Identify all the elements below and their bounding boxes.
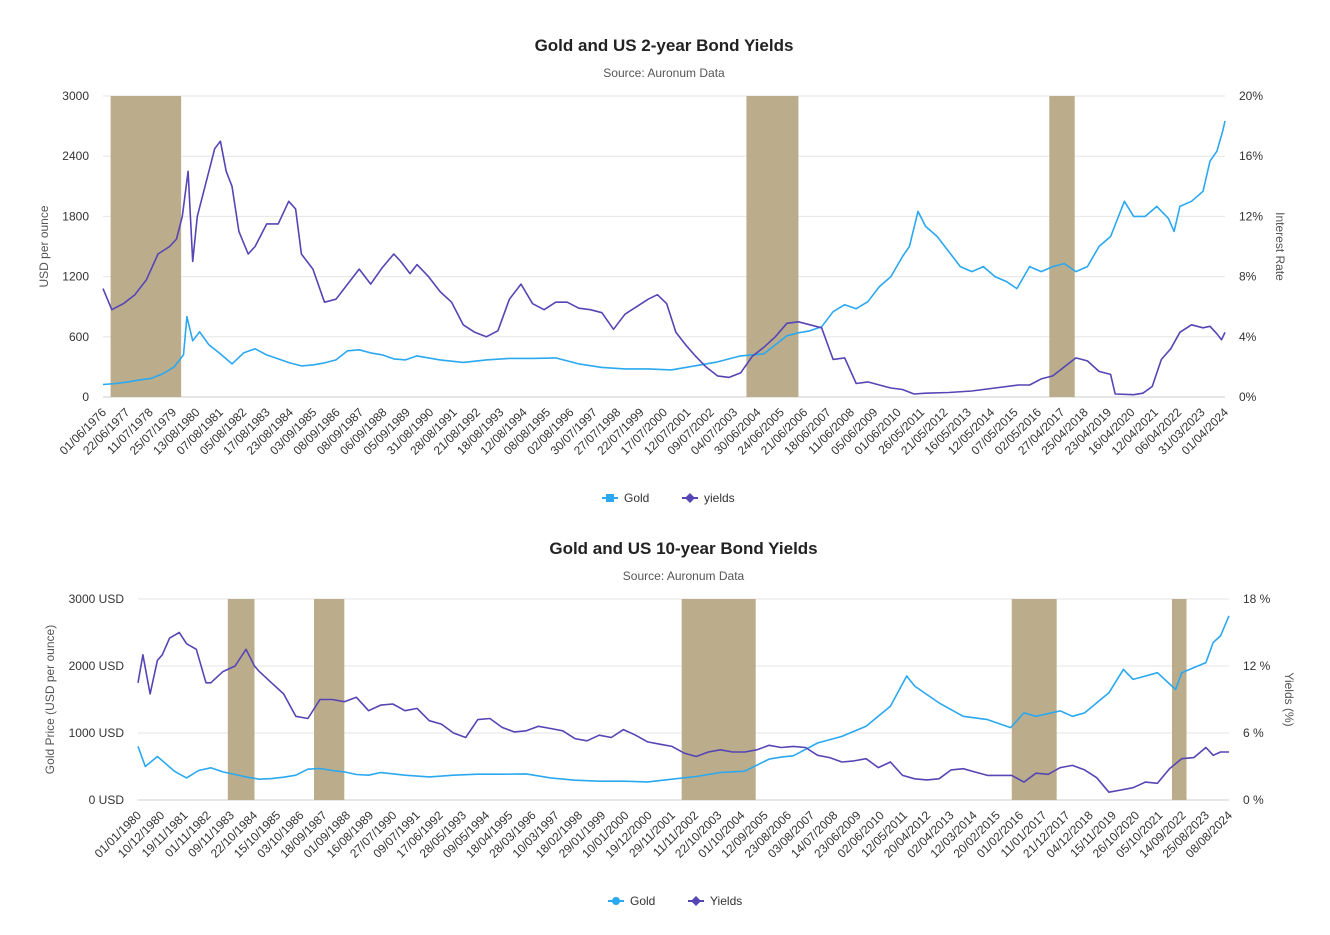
y2-tick-label: 4%: [1239, 330, 1257, 344]
chart-subtitle: Source: Auronum Data: [603, 66, 725, 80]
y2-tick-label: 8%: [1239, 270, 1257, 284]
chart-1: Gold and US 2-year Bond Yields Source: Au…: [37, 36, 1287, 505]
y2-tick-label: 6 %: [1243, 726, 1264, 740]
diamond-marker-icon: [685, 493, 695, 503]
yields-series-line: [102, 140, 1226, 396]
y-tick-label: 1800: [62, 209, 89, 223]
y2-tick-label: 18 %: [1243, 592, 1271, 606]
y2-axis-title: Interest Rate: [1273, 212, 1287, 281]
shaded-band: [227, 599, 255, 800]
y2-tick-label: 12%: [1239, 209, 1263, 223]
legend: Gold Yields: [608, 894, 742, 908]
legend-item-yields: Yields: [688, 894, 742, 908]
y-tick-label: 1000 USD: [69, 726, 125, 740]
chart-2: Gold and US 10-year Bond Yields Source: A…: [43, 539, 1296, 908]
y-tick-label: 1200: [62, 270, 89, 284]
legend-item-yields: yields: [682, 491, 735, 505]
y-tick-label: 3000 USD: [69, 592, 125, 606]
y2-axis-title: Yields (%): [1282, 672, 1296, 726]
legend-label: Gold: [630, 894, 655, 908]
gold-series-line: [102, 120, 1226, 386]
shaded-band: [746, 96, 799, 397]
y-axis-title: USD per ounce: [37, 205, 51, 287]
y-tick-label: 600: [69, 330, 89, 344]
legend-item-gold: Gold: [602, 491, 649, 505]
chart-subtitle: Source: Auronum Data: [623, 569, 745, 583]
shaded-band: [1011, 599, 1057, 800]
y-tick-label: 2000 USD: [69, 659, 125, 673]
y2-tick-label: 16%: [1239, 149, 1263, 163]
diamond-marker-icon: [691, 896, 701, 906]
shaded-band: [1171, 599, 1187, 800]
square-marker-icon: [606, 494, 614, 502]
chart-title: Gold and US 2-year Bond Yields: [535, 36, 794, 55]
legend-label: Gold: [624, 491, 649, 505]
shaded-band: [1049, 96, 1075, 397]
y2-tick-label: 0 %: [1243, 793, 1264, 807]
y2-tick-label: 0%: [1239, 390, 1257, 404]
legend-label: yields: [704, 491, 735, 505]
yields-series-line: [137, 631, 1229, 793]
gold-series-line: [137, 615, 1230, 783]
circle-marker-icon: [612, 897, 620, 905]
y-tick-label: 2400: [62, 149, 89, 163]
legend: Gold yields: [602, 491, 735, 505]
y-axis-title: Gold Price (USD per ounce): [43, 625, 57, 774]
y-tick-label: 0 USD: [89, 793, 125, 807]
y2-tick-label: 12 %: [1243, 659, 1271, 673]
legend-item-gold: Gold: [608, 894, 655, 908]
y-tick-label: 0: [82, 390, 89, 404]
chart-title: Gold and US 10-year Bond Yields: [549, 539, 817, 558]
shaded-band: [681, 599, 756, 800]
y2-tick-label: 20%: [1239, 89, 1263, 103]
y-tick-label: 3000: [62, 89, 89, 103]
legend-label: Yields: [710, 894, 742, 908]
